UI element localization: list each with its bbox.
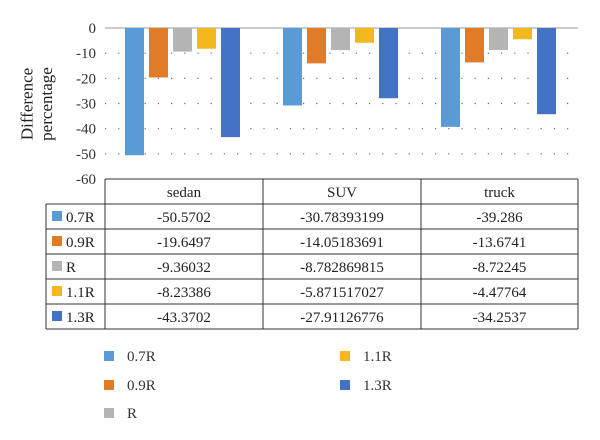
- data-table: sedan SUV truck 0.7R -50.5702 -30.78393199 -39…: [45, 178, 579, 330]
- legend-label-1.3R: 1.3R: [363, 378, 392, 394]
- y-tick-labels: 0 -10 -20 -30 -40 -50 -60: [76, 21, 96, 188]
- legend-label-1.1R: 1.1R: [363, 349, 392, 365]
- table-series-swatch: [52, 211, 62, 221]
- legend-label-0.9R: 0.9R: [127, 378, 156, 394]
- legend-label-R: R: [127, 406, 137, 422]
- bar-0.9R-sedan: [149, 28, 168, 78]
- table-header-truck: truck: [484, 185, 515, 201]
- y-tick-label: -20: [76, 71, 96, 87]
- table-cell-value: -50.5702: [157, 210, 211, 226]
- bar-1.1R-SUV: [355, 28, 374, 43]
- table-series-name: 0.9R: [66, 235, 95, 251]
- table-cell-value: -8.23386: [157, 285, 211, 301]
- bars: [125, 28, 556, 156]
- y-tick-label: -50: [76, 147, 96, 163]
- bar-0.9R-truck: [465, 28, 484, 63]
- y-tick-label: -60: [76, 172, 96, 188]
- table-cell-value: -5.871517027: [300, 285, 384, 301]
- legend-swatch-1.3R: [340, 380, 350, 390]
- table-series-name: 0.7R: [66, 210, 95, 226]
- table-cell-value: -8.72245: [473, 260, 527, 276]
- y-axis-label-text: Differencepercentage: [17, 67, 56, 141]
- table-series-swatch: [52, 236, 62, 246]
- table-series-name: 1.1R: [66, 285, 95, 301]
- table-cell-value: -9.36032: [157, 260, 211, 276]
- table-cell-value: -34.2537: [473, 310, 527, 326]
- table-cell-value: -27.91126776: [300, 310, 384, 326]
- y-tick-label: 0: [89, 21, 97, 37]
- table-cell-value: -39.286: [476, 210, 523, 226]
- bar-R-SUV: [331, 28, 350, 51]
- table-series-name: R: [66, 260, 76, 276]
- y-tick-label: -40: [76, 122, 96, 138]
- legend-swatch-0.7R: [104, 351, 114, 361]
- bar-1.1R-sedan: [197, 28, 216, 49]
- table-cell-value: -13.6741: [473, 235, 527, 251]
- legend: 0.7R 0.9R R 1.1R 1.3R: [104, 349, 392, 422]
- table-series-swatch: [52, 261, 62, 271]
- bar-1.3R-SUV: [379, 28, 398, 99]
- table-cell-value: -30.78393199: [300, 210, 384, 226]
- legend-swatch-R: [104, 408, 114, 418]
- table-cell-value: -14.05183691: [300, 235, 384, 251]
- bar-0.7R-SUV: [283, 28, 302, 106]
- legend-swatch-1.1R: [340, 351, 350, 361]
- table-cell-value: -4.47764: [473, 285, 527, 301]
- table-cell-value: -8.782869815: [300, 260, 384, 276]
- bar-1.3R-sedan: [221, 28, 240, 138]
- legend-label-0.7R: 0.7R: [127, 349, 156, 365]
- bar-R-truck: [489, 28, 508, 50]
- y-axis-label-line: percentage: [37, 67, 56, 141]
- table-series-swatch: [52, 311, 62, 321]
- table-series-swatch: [52, 286, 62, 296]
- bar-R-sedan: [173, 28, 192, 52]
- table-cell-value: -19.6497: [157, 235, 211, 251]
- table-header-SUV: SUV: [327, 185, 357, 201]
- legend-swatch-0.9R: [104, 380, 114, 390]
- table-cell-value: -43.3702: [157, 310, 211, 326]
- table-series-name: 1.3R: [66, 310, 95, 326]
- table-header-sedan: sedan: [167, 185, 202, 201]
- y-tick-label: -10: [76, 46, 96, 62]
- bar-0.9R-SUV: [307, 28, 326, 64]
- y-tick-label: -30: [76, 97, 96, 113]
- y-axis-label: Differencepercentage: [17, 67, 56, 141]
- bar-0.7R-truck: [441, 28, 460, 127]
- y-axis-label-line: Difference: [17, 68, 36, 140]
- bar-1.3R-truck: [537, 28, 556, 115]
- bar-1.1R-truck: [513, 28, 532, 40]
- bar-0.7R-sedan: [125, 28, 144, 156]
